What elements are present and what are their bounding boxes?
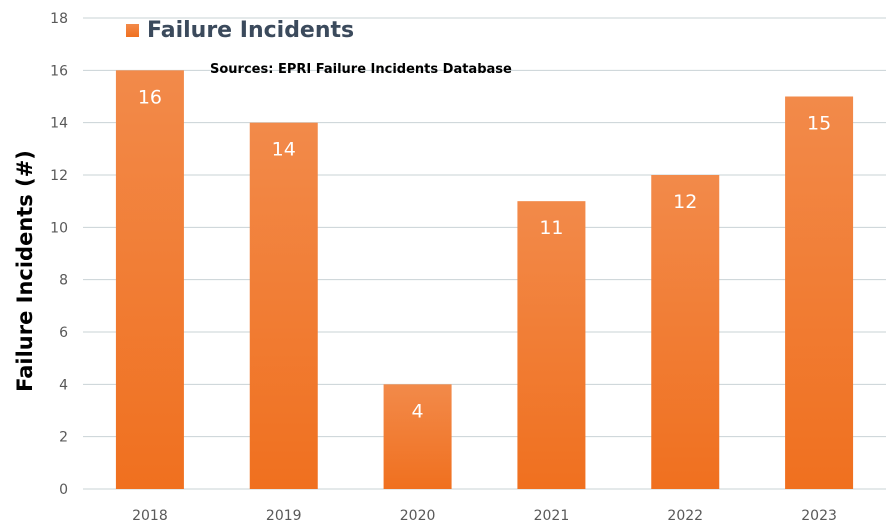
y-tick-label: 14: [50, 116, 68, 132]
y-tick-label: 12: [50, 168, 68, 184]
y-axis-title-wrap: Failure Incidents (#): [0, 0, 50, 532]
data-label-2022: 12: [673, 191, 697, 213]
y-tick-label: 10: [50, 220, 68, 236]
legend-swatch: [126, 24, 139, 37]
x-tick-label: 2023: [801, 508, 837, 524]
legend: Failure Incidents: [126, 18, 354, 43]
bar-2020: [383, 384, 452, 489]
x-tick-label: 2022: [667, 508, 703, 524]
legend-label: Failure Incidents: [147, 18, 355, 43]
y-tick-label: 6: [59, 325, 68, 341]
x-tick-label: 2019: [266, 508, 302, 524]
data-label-2018: 16: [138, 86, 162, 108]
x-tick-label: 2020: [400, 508, 436, 524]
x-axis-ticks: 2018 2019 2020 2021 2022 2023: [132, 508, 837, 524]
y-tick-label: 16: [50, 63, 68, 79]
data-label-2019: 14: [272, 139, 296, 161]
y-tick-label: 8: [59, 273, 68, 289]
bars: 16 14 4 11 12 15: [115, 70, 854, 490]
data-label-2023: 15: [807, 113, 831, 135]
source-note: Sources: EPRI Failure Incidents Database: [210, 62, 512, 77]
data-label-2021: 11: [539, 217, 563, 239]
bar-2023: [785, 96, 854, 489]
bar-2018: [115, 70, 184, 489]
y-axis-ticks: 0 2 4 6 8 10 12 14 16 18: [50, 11, 68, 498]
x-tick-label: 2018: [132, 508, 168, 524]
y-tick-label: 0: [59, 482, 68, 498]
y-axis-title: Failure Incidents (#): [13, 150, 37, 392]
gridlines: [83, 17, 886, 490]
bar-2019: [249, 122, 318, 490]
bar-2021: [517, 201, 586, 489]
y-tick-label: 18: [50, 11, 68, 27]
y-tick-label: 4: [59, 377, 68, 393]
bar-2022: [651, 175, 720, 489]
x-tick-label: 2021: [534, 508, 570, 524]
data-label-2020: 4: [412, 400, 424, 422]
y-tick-label: 2: [59, 430, 68, 446]
